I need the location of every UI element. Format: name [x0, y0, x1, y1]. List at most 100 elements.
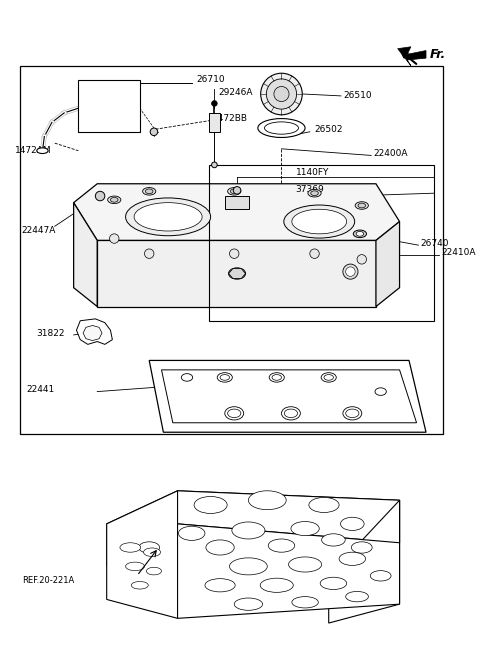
Text: 22447A: 22447A: [22, 227, 56, 235]
Text: 31822: 31822: [36, 329, 64, 338]
Ellipse shape: [292, 596, 318, 608]
Circle shape: [212, 101, 217, 106]
Circle shape: [357, 255, 367, 264]
Text: Fr.: Fr.: [430, 48, 446, 61]
Ellipse shape: [234, 598, 263, 610]
Circle shape: [343, 264, 358, 279]
Ellipse shape: [134, 203, 202, 231]
Ellipse shape: [143, 187, 156, 195]
Ellipse shape: [370, 571, 391, 581]
Text: 26502: 26502: [314, 125, 343, 135]
Polygon shape: [329, 500, 399, 623]
Circle shape: [229, 249, 239, 258]
Ellipse shape: [339, 552, 366, 566]
Ellipse shape: [308, 189, 321, 197]
Ellipse shape: [145, 189, 153, 193]
Text: 22400A: 22400A: [373, 149, 408, 158]
Ellipse shape: [194, 496, 227, 514]
Ellipse shape: [181, 374, 192, 382]
Ellipse shape: [258, 119, 305, 137]
Text: 1472BB: 1472BB: [213, 114, 248, 123]
Circle shape: [266, 79, 297, 109]
Ellipse shape: [351, 542, 372, 553]
Bar: [78, 80, 140, 132]
Circle shape: [144, 249, 154, 258]
Bar: [209, 113, 220, 132]
Ellipse shape: [220, 375, 229, 380]
Ellipse shape: [320, 577, 347, 590]
Ellipse shape: [126, 562, 144, 571]
Polygon shape: [83, 325, 102, 341]
Polygon shape: [107, 491, 178, 618]
Ellipse shape: [260, 578, 293, 592]
Ellipse shape: [355, 201, 368, 209]
Ellipse shape: [139, 542, 160, 553]
Ellipse shape: [232, 522, 265, 539]
Ellipse shape: [206, 540, 234, 555]
Ellipse shape: [309, 498, 339, 512]
Polygon shape: [376, 221, 399, 307]
Bar: [20, 65, 443, 434]
Ellipse shape: [288, 557, 322, 572]
Text: REF.20-221A: REF.20-221A: [22, 576, 74, 585]
Polygon shape: [178, 491, 399, 543]
Ellipse shape: [356, 231, 364, 236]
Text: 1472AM: 1472AM: [15, 146, 52, 155]
Polygon shape: [107, 491, 399, 576]
Ellipse shape: [272, 375, 281, 380]
Ellipse shape: [358, 203, 366, 208]
Text: 22441: 22441: [26, 386, 55, 394]
Ellipse shape: [324, 375, 334, 380]
Ellipse shape: [228, 268, 246, 279]
Ellipse shape: [120, 543, 141, 552]
Ellipse shape: [229, 558, 267, 575]
Polygon shape: [76, 319, 112, 344]
Ellipse shape: [37, 148, 48, 153]
Text: 1140FY: 1140FY: [296, 168, 329, 177]
Ellipse shape: [292, 209, 347, 234]
Ellipse shape: [311, 191, 318, 195]
Text: 26710: 26710: [196, 75, 225, 84]
Ellipse shape: [146, 568, 161, 575]
Polygon shape: [228, 269, 246, 278]
Ellipse shape: [353, 230, 367, 237]
Polygon shape: [397, 47, 426, 65]
Polygon shape: [97, 240, 376, 307]
Ellipse shape: [340, 517, 364, 530]
Ellipse shape: [110, 197, 118, 202]
Ellipse shape: [284, 409, 298, 418]
Ellipse shape: [144, 548, 160, 556]
Circle shape: [274, 87, 289, 101]
Ellipse shape: [228, 187, 241, 195]
Text: 29246A: 29246A: [218, 87, 252, 97]
Bar: [209, 165, 433, 321]
Ellipse shape: [284, 205, 355, 238]
Polygon shape: [161, 370, 417, 423]
Ellipse shape: [281, 407, 300, 420]
Ellipse shape: [228, 409, 241, 418]
Circle shape: [310, 249, 319, 258]
Text: 37369: 37369: [296, 185, 324, 194]
Ellipse shape: [264, 122, 299, 134]
Text: 26740: 26740: [420, 239, 449, 247]
Circle shape: [261, 73, 302, 115]
Polygon shape: [73, 184, 399, 240]
Ellipse shape: [343, 407, 362, 420]
Ellipse shape: [227, 197, 246, 208]
Ellipse shape: [346, 409, 359, 418]
Ellipse shape: [230, 189, 238, 193]
Polygon shape: [149, 360, 426, 432]
Ellipse shape: [269, 373, 284, 382]
Ellipse shape: [268, 539, 295, 552]
Ellipse shape: [291, 522, 319, 536]
Circle shape: [212, 162, 217, 167]
Circle shape: [96, 191, 105, 201]
Ellipse shape: [205, 579, 235, 592]
Ellipse shape: [322, 534, 345, 546]
Polygon shape: [178, 524, 399, 618]
Bar: [225, 196, 249, 209]
Polygon shape: [73, 203, 97, 307]
Ellipse shape: [346, 592, 368, 602]
Circle shape: [346, 267, 355, 276]
Circle shape: [233, 187, 241, 194]
